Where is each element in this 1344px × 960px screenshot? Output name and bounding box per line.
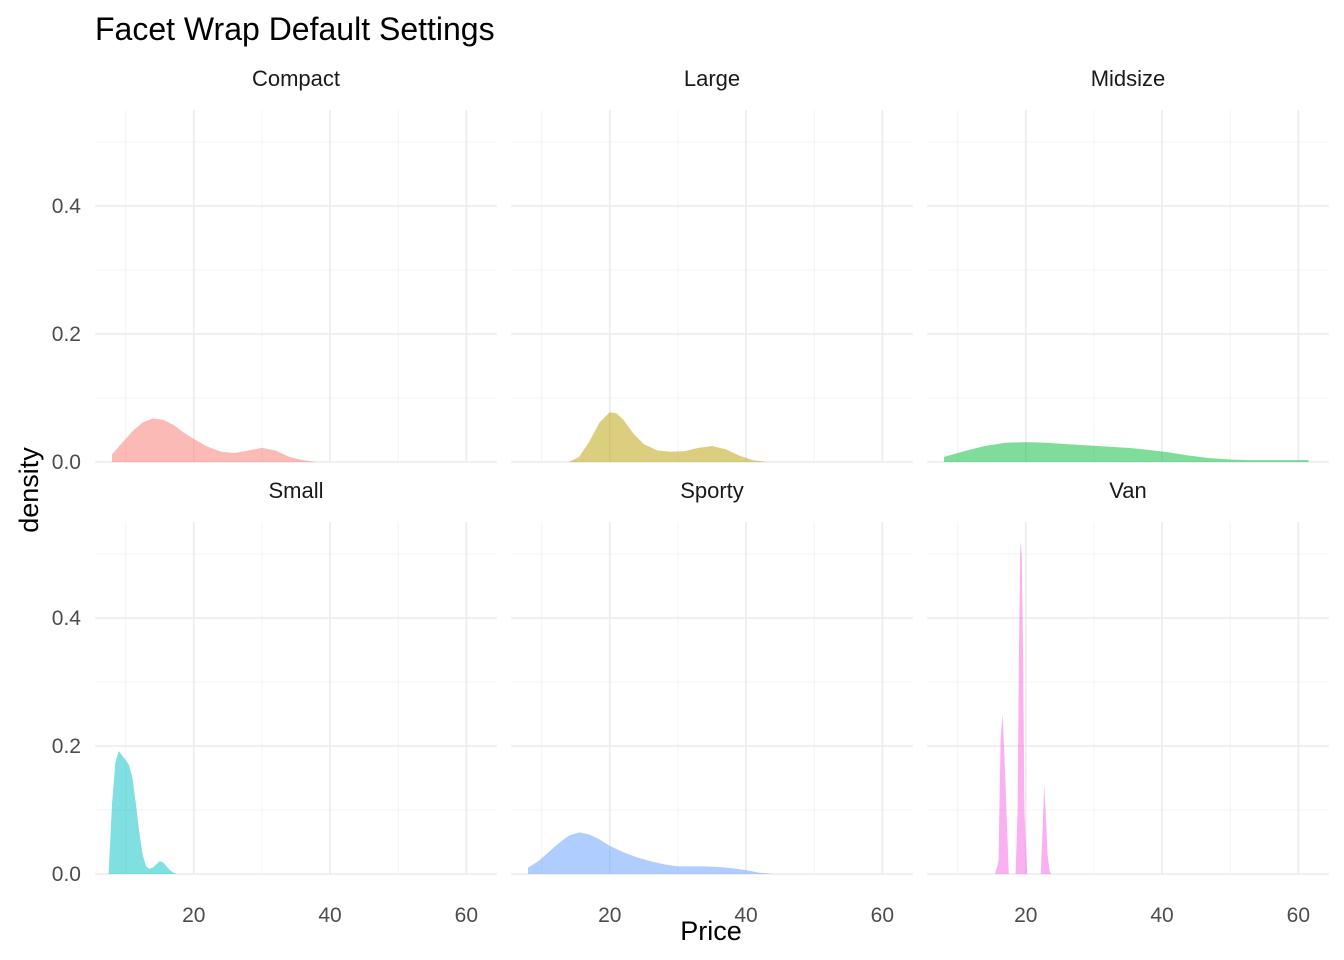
- facet-panel-small: Small: [95, 478, 497, 875]
- x-axis-title: Price: [680, 916, 742, 946]
- facet-panel-compact: Compact: [95, 66, 497, 463]
- y-axis-title: density: [14, 447, 44, 533]
- density-area-small: [108, 751, 177, 874]
- y-tick-label: 0.4: [52, 195, 82, 218]
- facet-label-van: Van: [1109, 478, 1147, 503]
- facet-label-compact: Compact: [252, 66, 340, 91]
- density-area-compact: [112, 418, 317, 462]
- facet-label-sporty: Sporty: [680, 478, 744, 503]
- facet-panel-large: Large: [511, 66, 913, 463]
- facet-panel-van: Van: [927, 478, 1329, 875]
- y-tick-label: 0.0: [52, 863, 81, 886]
- axes: 0.0 0.2 0.4 0.0 0.2 0.4 20 40 60 20 40 60 20 40 60: [52, 195, 1310, 927]
- x-tick-label: 20: [598, 904, 621, 927]
- density-area-sporty: [528, 832, 774, 874]
- facet-label-large: Large: [684, 66, 740, 91]
- facet-panels: Compact Large Midsize Small Sporty Van: [95, 66, 1329, 875]
- y-tick-label: 0.4: [52, 607, 82, 630]
- x-tick-label: 40: [318, 904, 341, 927]
- x-tick-label: 40: [1150, 904, 1173, 927]
- x-tick-label: 60: [1287, 904, 1310, 927]
- x-tick-label: 40: [734, 904, 757, 927]
- x-tick-label: 20: [182, 904, 205, 927]
- y-tick-label: 0.2: [52, 323, 81, 346]
- density-area-midsize: [944, 442, 1309, 462]
- y-tick-label: 0.2: [52, 735, 81, 758]
- facet-label-small: Small: [268, 478, 323, 503]
- x-tick-label: 60: [455, 904, 478, 927]
- x-tick-label: 60: [871, 904, 894, 927]
- chart-title: Facet Wrap Default Settings: [95, 11, 495, 47]
- facet-panel-midsize: Midsize: [927, 66, 1329, 463]
- density-area-van: [995, 541, 1052, 874]
- density-area-large: [568, 412, 767, 462]
- x-tick-label: 20: [1014, 904, 1037, 927]
- facet-panel-sporty: Sporty: [511, 478, 913, 875]
- y-tick-label: 0.0: [52, 451, 81, 474]
- facet-label-midsize: Midsize: [1091, 66, 1166, 91]
